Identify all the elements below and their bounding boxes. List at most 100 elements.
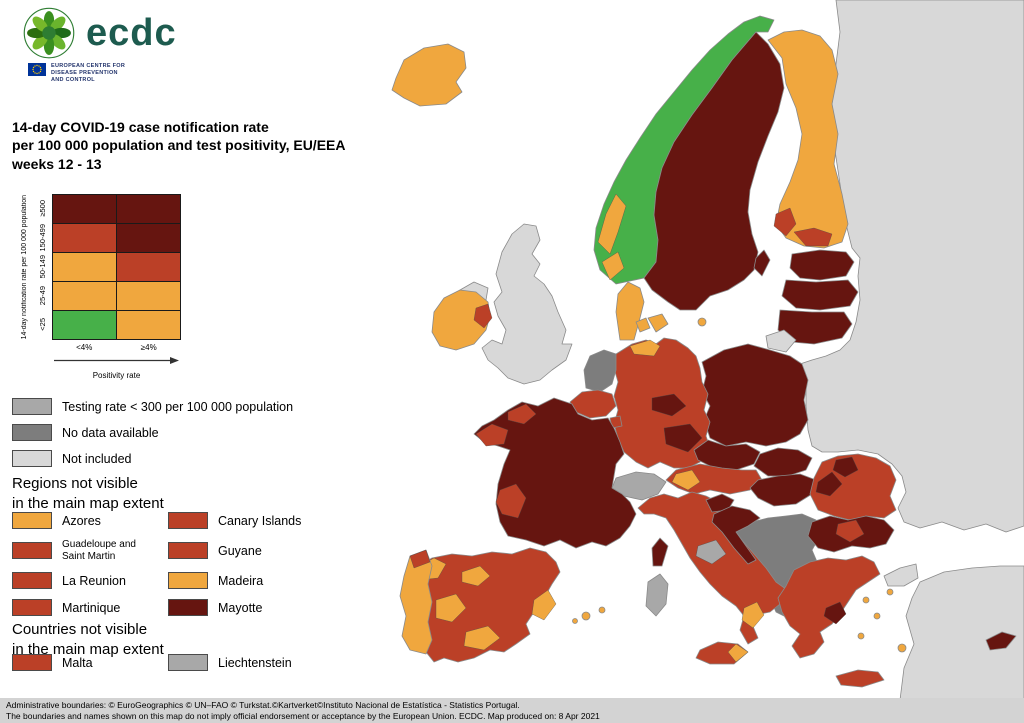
map-region-italy-center: [695, 539, 727, 565]
footer-disclaimer: The boundaries and names shown on this m…: [6, 711, 600, 722]
map-region-belgium: [569, 389, 617, 419]
matrix-cell-2-1: [117, 253, 180, 281]
region-swatch-mayotte: [168, 599, 208, 616]
region-swatch-madeira: [168, 572, 208, 589]
matrix-x-axis-label: Positivity rate: [92, 371, 141, 380]
map-region-gotland: [753, 249, 771, 277]
map-region-spain-north-central: [461, 565, 491, 587]
matrix-cell-3-0: [53, 282, 116, 310]
ecdc-logo: ecdc EUROPEAN CENTRE FOR DISEASE PREVENT…: [22, 6, 222, 84]
map-region-france-southwest: [495, 483, 527, 519]
map-region-bulgaria-center: [835, 519, 865, 543]
org-line-2: DISEASE PREVENTION: [51, 70, 118, 77]
org-line-1: EUROPEAN CENTRE FOR: [51, 63, 126, 69]
map-region-france-normandy: [507, 403, 537, 425]
legend-label: Testing rate < 300 per 100 000 populatio…: [62, 399, 294, 414]
map-region-romania: [809, 453, 897, 521]
map-region-finland: [767, 29, 849, 249]
map-region-netherlands: [583, 349, 617, 393]
country-swatch-malta: [12, 654, 52, 671]
map-region-norway-west: [597, 193, 627, 255]
matrix-cell-4-0: [53, 311, 116, 339]
region-swatch-guyane: [168, 542, 208, 559]
region-item-label: Azores: [62, 513, 101, 528]
map-region-austria-west: [671, 469, 701, 491]
map-region-hungary: [749, 473, 817, 507]
legend-swatch: [12, 450, 52, 467]
map-title: 14-day COVID-19 case notification rate p…: [12, 118, 442, 173]
map-region-turkey-thrace: [883, 563, 919, 587]
region-item-label: La Reunion: [62, 573, 126, 588]
map-region-spain-extremadura: [435, 593, 467, 623]
map-region-latvia: [781, 279, 859, 311]
matrix-row-label: 50-149: [37, 254, 47, 279]
map-region-aegean-1: [862, 596, 870, 604]
matrix-row-label: <25: [37, 318, 47, 331]
map-region-germany-center: [651, 393, 687, 417]
region-item-label: Martinique: [62, 600, 121, 615]
regions-header-line-2: in the main map extent: [12, 494, 164, 512]
country-item-label: Liechtenstein: [218, 655, 292, 670]
region-item-label: Canary Islands: [218, 513, 302, 528]
map-region-estonia: [789, 249, 855, 281]
map-region-slovenia: [705, 493, 735, 513]
map-region-portugal: [399, 549, 433, 655]
matrix-row-label: 150-499: [37, 223, 47, 252]
country-item-label: Malta: [62, 655, 93, 670]
map-region-ireland-east: [473, 303, 493, 329]
matrix-col-label-low: <4%: [76, 343, 93, 352]
map-region-romania-west: [815, 471, 843, 497]
map-region-sicily-east: [727, 643, 749, 663]
map-region-spain-valencia: [531, 589, 557, 621]
map-region-aegean-3: [857, 632, 865, 640]
matrix-col-label-high: ≥4%: [140, 343, 157, 352]
region-swatch-canary-islands: [168, 512, 208, 529]
map-title-line-3: weeks 12 - 13: [12, 155, 102, 172]
matrix-cell-0-0: [53, 195, 116, 223]
map-region-france-brittany: [475, 423, 509, 447]
map-region-poland: [701, 343, 809, 447]
region-swatch-martinique: [12, 599, 52, 616]
map-region-balearic-3: [572, 618, 578, 624]
map-region-germany-east: [663, 423, 703, 453]
countries-header-line-2: in the main map extent: [12, 640, 164, 658]
matrix-cell-2-0: [53, 253, 116, 281]
map-region-norway-south: [601, 251, 625, 281]
map-title-line-1: 14-day COVID-19 case notification rate: [12, 119, 269, 135]
x-axis-arrow-icon: [54, 357, 179, 364]
map-region-germany-north: [629, 339, 661, 357]
map-region-denmark-zealand: [647, 313, 669, 333]
legend-list: Testing rate < 300 per 100 000 populatio…: [12, 398, 293, 476]
map-region-greece-attica: [823, 601, 847, 625]
region-swatch-la-reunion: [12, 572, 52, 589]
legend-item-not-included: Not included: [12, 450, 293, 467]
map-region-finland-south-west: [773, 207, 797, 237]
legend-item-testing-rate: Testing rate < 300 per 100 000 populatio…: [12, 398, 293, 415]
europe-map: [391, 0, 1024, 700]
matrix-row-labels: ≥500 150-499 50-149 25-49 <25: [32, 194, 52, 340]
countries-not-visible-list: Malta Liechtenstein: [12, 654, 352, 671]
map-region-crete: [835, 669, 885, 688]
map-region-iceland: [391, 43, 467, 107]
map-region-bornholm: [697, 317, 707, 327]
map-region-croatia: [711, 505, 761, 565]
regions-not-visible-header: Regions not visible in the main map exte…: [12, 474, 164, 513]
region-swatch-azores: [12, 512, 52, 529]
map-region-sardinia: [645, 573, 669, 617]
footer-boundaries-note: Administrative boundaries: © EuroGeograp…: [6, 700, 520, 710]
map-title-line-2: per 100 000 population and test positivi…: [12, 137, 346, 154]
map-region-finland-south: [793, 227, 833, 247]
region-swatch-guadeloupe: [12, 542, 52, 559]
ecdc-globe-icon: [23, 7, 75, 59]
map-region-cyprus: [985, 631, 1017, 651]
map-region-corsica: [651, 537, 669, 567]
matrix-row-label: ≥500: [37, 200, 47, 217]
legend-label: No data available: [62, 425, 159, 440]
matrix-row-label: 25-49: [37, 285, 47, 306]
map-region-spain-south: [463, 625, 501, 651]
map-region-denmark-funen: [635, 317, 651, 333]
map-region-great-britain: [481, 223, 573, 385]
org-line-3: AND CONTROL: [51, 77, 95, 84]
region-item-label: Mayotte: [218, 600, 263, 615]
